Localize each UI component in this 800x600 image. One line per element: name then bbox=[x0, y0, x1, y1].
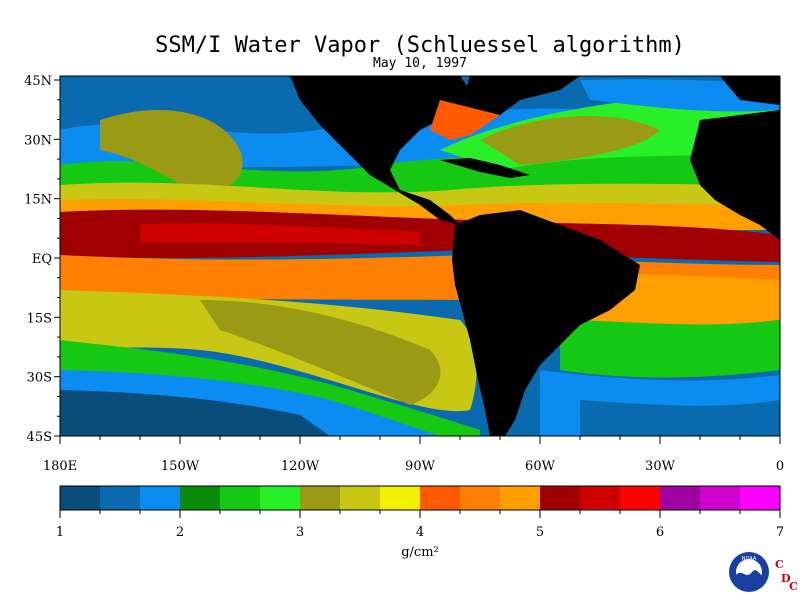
colorbar-tick-label: 7 bbox=[776, 525, 784, 540]
colorbar-swatch bbox=[60, 486, 101, 510]
lon-tick-label: 90W bbox=[405, 459, 436, 474]
colorbar-swatch bbox=[220, 486, 261, 510]
south-pacific-convergence bbox=[200, 300, 441, 405]
colorbar-tick-label: 3 bbox=[296, 525, 304, 540]
lat-tick-label: EQ bbox=[32, 252, 52, 267]
north-pacific-plume bbox=[100, 110, 243, 191]
noaa-logo-wave bbox=[736, 570, 762, 585]
colorbar-swatch bbox=[540, 486, 581, 510]
north-america-land bbox=[290, 76, 470, 225]
colorbar-swatch bbox=[580, 486, 621, 510]
figure-date: May 10, 1997 bbox=[373, 56, 467, 71]
colorbar-swatch bbox=[140, 486, 181, 510]
colorbar-swatch bbox=[460, 486, 501, 510]
lat-tick-label: 30N bbox=[24, 133, 52, 148]
cdc-letter-3: C bbox=[789, 580, 798, 593]
colorbar-swatch bbox=[500, 486, 541, 510]
south-dark-band bbox=[60, 390, 330, 436]
colorbar-tick-label: 4 bbox=[416, 525, 424, 540]
north-atlantic-plume bbox=[480, 116, 660, 165]
colorbar-swatch bbox=[700, 486, 741, 510]
colorbar-swatch bbox=[340, 486, 381, 510]
africa-europe-land bbox=[690, 110, 780, 240]
colorbar-tick-label: 5 bbox=[536, 525, 544, 540]
lat-tick-label: 45S bbox=[27, 430, 52, 445]
lat-tick-label: 15N bbox=[24, 193, 52, 208]
colorbar-swatch bbox=[300, 486, 341, 510]
south-america-land bbox=[452, 210, 640, 436]
cdc-letter-1: C bbox=[775, 558, 784, 571]
colorbar-swatch bbox=[100, 486, 141, 510]
latitude-axis: 45N 30N 15N EQ 15S 30S 45S bbox=[24, 74, 60, 445]
lon-tick-label: 60W bbox=[525, 459, 556, 474]
caribbean-islands bbox=[440, 158, 530, 178]
longitude-axis: 180E 150W 120W 90W 60W 30W 0 bbox=[43, 436, 784, 474]
colorbar-swatch bbox=[260, 486, 301, 510]
gulf-of-mexico-warm bbox=[430, 100, 500, 140]
lon-tick-label: 30W bbox=[645, 459, 676, 474]
noaa-logo: NOAA C D C bbox=[729, 552, 798, 593]
colorbar-swatch bbox=[660, 486, 701, 510]
colorbar-tick-label: 6 bbox=[656, 525, 664, 540]
lat-tick-label: 30S bbox=[27, 371, 52, 386]
colorbar-unit: g/cm² bbox=[401, 545, 439, 560]
lon-tick-label: 150W bbox=[161, 459, 200, 474]
cdc-letter-2: D bbox=[781, 572, 791, 585]
noaa-logo-text: NOAA bbox=[742, 556, 757, 562]
colorbar-swatch bbox=[420, 486, 461, 510]
lon-tick-label: 0 bbox=[776, 459, 784, 474]
figure-title: SSM/I Water Vapor (Schluessel algorithm) bbox=[155, 33, 685, 58]
colorbar-ticks: 1 2 3 4 5 6 7 bbox=[56, 510, 784, 540]
lat-tick-label: 15S bbox=[27, 311, 52, 326]
colorbar-swatch bbox=[380, 486, 421, 510]
colorbar-tick-label: 1 bbox=[56, 525, 64, 540]
colorbar bbox=[59, 485, 781, 511]
lat-tick-label: 45N bbox=[24, 74, 52, 89]
europe-land bbox=[720, 76, 780, 105]
colorbar-swatch bbox=[740, 486, 781, 510]
lon-tick-label: 120W bbox=[281, 459, 320, 474]
itcz-core bbox=[140, 223, 420, 245]
water-vapor-map bbox=[59, 75, 781, 437]
colorbar-swatch bbox=[180, 486, 221, 510]
south-atlantic-dark bbox=[580, 400, 780, 436]
south-atlantic-green bbox=[560, 320, 780, 378]
lon-tick-label: 180E bbox=[43, 459, 77, 474]
colorbar-swatch bbox=[620, 486, 661, 510]
colorbar-tick-label: 2 bbox=[176, 525, 184, 540]
